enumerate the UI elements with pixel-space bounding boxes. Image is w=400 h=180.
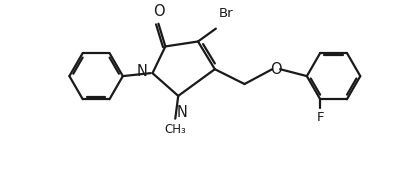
Text: N: N (177, 105, 188, 120)
Text: Br: Br (219, 7, 234, 20)
Text: CH₃: CH₃ (164, 123, 186, 136)
Text: N: N (137, 64, 148, 79)
Text: O: O (270, 62, 282, 77)
Text: F: F (316, 111, 324, 124)
Text: O: O (153, 4, 164, 19)
